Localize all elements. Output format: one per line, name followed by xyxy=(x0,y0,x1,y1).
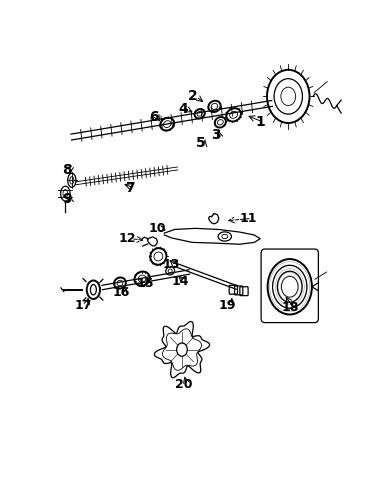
Text: 13: 13 xyxy=(163,258,180,271)
Text: 14: 14 xyxy=(172,275,189,288)
Text: 20: 20 xyxy=(175,378,192,391)
Text: 11: 11 xyxy=(240,212,257,225)
Text: 18: 18 xyxy=(281,300,298,313)
Text: 6: 6 xyxy=(149,110,159,124)
Text: 3: 3 xyxy=(211,128,221,142)
Text: 12: 12 xyxy=(118,232,136,245)
Text: 4: 4 xyxy=(179,102,188,116)
Text: 10: 10 xyxy=(148,222,166,235)
Text: 19: 19 xyxy=(219,299,237,312)
Text: 16: 16 xyxy=(113,286,130,299)
Text: 5: 5 xyxy=(196,136,206,150)
Text: 7: 7 xyxy=(125,180,135,195)
Text: 15: 15 xyxy=(136,276,154,289)
Text: 8: 8 xyxy=(62,163,72,177)
Text: 17: 17 xyxy=(74,299,92,312)
Text: 1: 1 xyxy=(255,115,265,129)
Text: 2: 2 xyxy=(187,89,197,103)
Text: 9: 9 xyxy=(62,192,72,206)
